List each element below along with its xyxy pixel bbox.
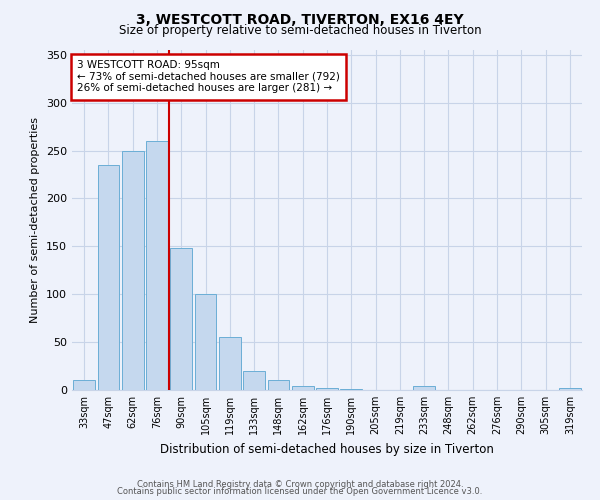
Text: 3, WESTCOTT ROAD, TIVERTON, EX16 4EY: 3, WESTCOTT ROAD, TIVERTON, EX16 4EY [136, 12, 464, 26]
Bar [219, 338, 241, 390]
X-axis label: Distribution of semi-detached houses by size in Tiverton: Distribution of semi-detached houses by … [160, 442, 494, 456]
Y-axis label: Number of semi-detached properties: Number of semi-detached properties [31, 117, 40, 323]
Text: Contains HM Land Registry data © Crown copyright and database right 2024.: Contains HM Land Registry data © Crown c… [137, 480, 463, 489]
Bar [97, 165, 119, 390]
Bar [292, 386, 314, 390]
Bar [146, 141, 168, 390]
Bar [170, 248, 192, 390]
Bar [413, 386, 435, 390]
Bar [268, 380, 289, 390]
Bar [243, 371, 265, 390]
Bar [340, 389, 362, 390]
Bar [122, 150, 143, 390]
Text: 3 WESTCOTT ROAD: 95sqm
← 73% of semi-detached houses are smaller (792)
26% of se: 3 WESTCOTT ROAD: 95sqm ← 73% of semi-det… [77, 60, 340, 94]
Bar [559, 388, 581, 390]
Text: Contains public sector information licensed under the Open Government Licence v3: Contains public sector information licen… [118, 487, 482, 496]
Bar [194, 294, 217, 390]
Text: Size of property relative to semi-detached houses in Tiverton: Size of property relative to semi-detach… [119, 24, 481, 37]
Bar [73, 380, 95, 390]
Bar [316, 388, 338, 390]
